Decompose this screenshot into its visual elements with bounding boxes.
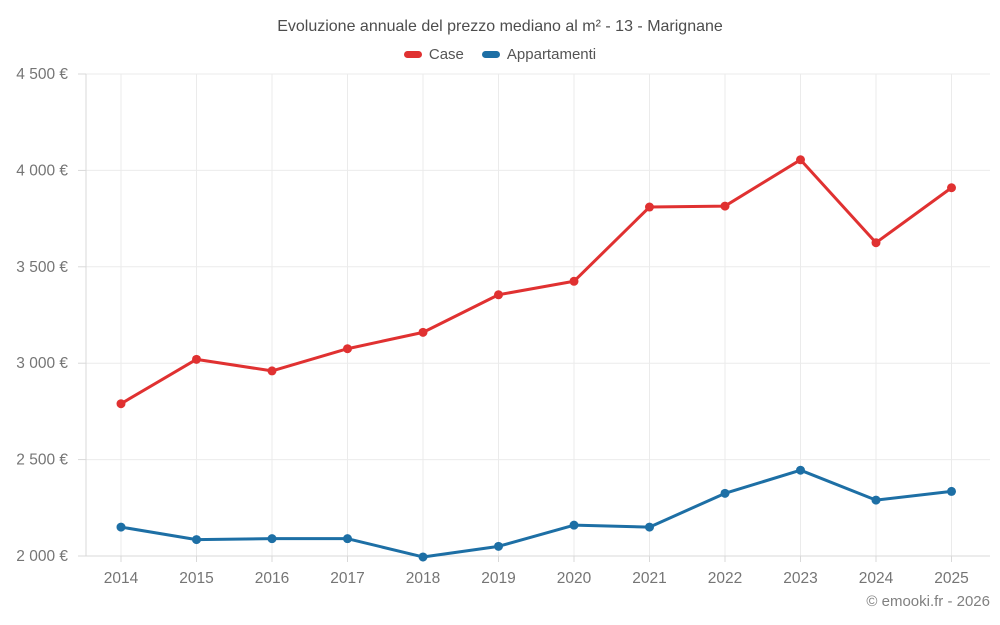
appartamenti-data-point-2023 [796, 465, 805, 475]
appartamenti-data-point-2021 [645, 522, 654, 532]
case-data-point-2019 [494, 290, 503, 300]
x-axis-label: 2022 [708, 570, 742, 587]
appartamenti-data-point-2015 [192, 535, 201, 545]
case-data-point-2015 [192, 354, 201, 364]
attribution-text: © emooki.fr - 2026 [866, 593, 990, 610]
x-axis-label: 2014 [104, 570, 139, 587]
x-axis-label: 2015 [179, 570, 213, 587]
case-series-color-icon [403, 51, 422, 58]
y-axis-label: 3 500 € [16, 259, 68, 276]
x-axis-label: 2024 [859, 570, 894, 587]
case-data-point-2016 [267, 366, 277, 376]
legend-label-case: Case [428, 46, 464, 63]
legend-label-appartamenti: Appartamenti [506, 46, 597, 63]
appartamenti-data-point-2017 [343, 534, 352, 544]
chart-title: Evoluzione annuale del prezzo mediano al… [277, 18, 723, 35]
x-axis-label: 2020 [557, 570, 592, 587]
x-axis-label: 2018 [406, 570, 440, 587]
appartamenti-data-point-2024 [871, 495, 881, 505]
y-axis-label: 4 000 € [16, 162, 68, 179]
x-axis-label: 2021 [632, 570, 666, 587]
x-axis-label: 2025 [934, 570, 968, 587]
appartamenti-data-point-2025 [947, 486, 956, 496]
appartamenti-data-point-2016 [267, 534, 277, 544]
case-data-point-2022 [720, 201, 730, 211]
case-data-point-2020 [569, 276, 579, 286]
y-axis-label: 4 500 € [16, 66, 68, 83]
legend-item-appartamenti[interactable]: Appartamenti [481, 46, 597, 63]
x-axis-label: 2016 [255, 570, 289, 587]
x-axis-label: 2023 [783, 570, 817, 587]
appartamenti-data-point-2019 [494, 541, 503, 551]
case-data-point-2017 [343, 344, 352, 354]
y-axis-label: 3 000 € [16, 355, 68, 372]
appartamenti-data-point-2014 [116, 522, 126, 532]
case-data-point-2023 [796, 155, 805, 165]
case-data-point-2018 [418, 327, 428, 337]
case-data-point-2024 [871, 238, 881, 248]
appartamenti-data-point-2020 [569, 520, 579, 530]
appartamenti-data-point-2018 [418, 552, 428, 562]
case-data-point-2014 [116, 399, 126, 409]
case-data-point-2021 [645, 202, 654, 212]
appartamenti-series-color-icon [481, 51, 500, 58]
chart-legend: Case Appartamenti [0, 46, 1000, 63]
y-axis-label: 2 500 € [16, 452, 68, 469]
case-line-series [119, 158, 953, 406]
legend-item-case[interactable]: Case [403, 46, 464, 63]
appartamenti-data-point-2022 [720, 488, 730, 498]
x-axis-label: 2017 [330, 570, 364, 587]
x-axis-label: 2019 [481, 570, 515, 587]
case-data-point-2025 [947, 183, 956, 193]
appartamenti-line-series [119, 468, 953, 559]
y-axis-label: 2 000 € [16, 548, 68, 565]
